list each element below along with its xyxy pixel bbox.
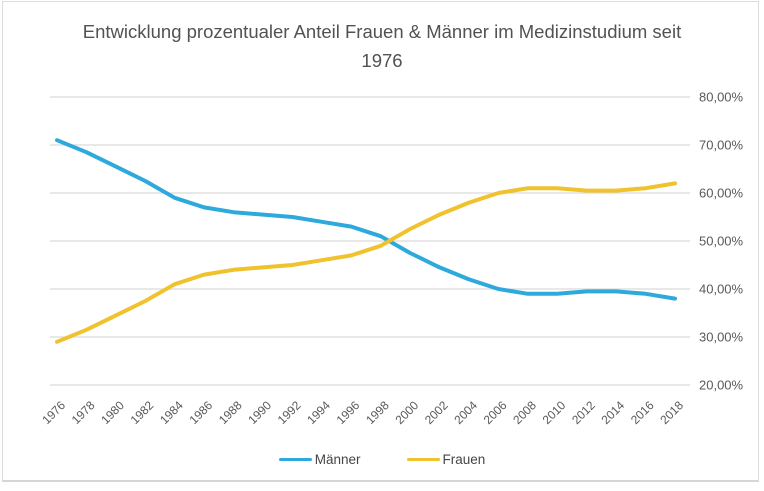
x-axis-label: 2012 xyxy=(569,398,598,427)
x-axis-label: 2000 xyxy=(392,398,421,427)
x-axis-label: 2018 xyxy=(657,398,686,427)
x-axis-label: 1984 xyxy=(157,398,186,427)
x-axis-label: 2014 xyxy=(598,398,627,427)
y-axis-label: 80,00% xyxy=(699,90,744,105)
legend-label-maenner: Männer xyxy=(314,452,361,467)
y-axis-label: 70,00% xyxy=(699,138,744,153)
x-axis-label: 2010 xyxy=(540,398,569,427)
x-axis-label: 2002 xyxy=(422,398,451,427)
x-axis-label: 1986 xyxy=(186,398,215,427)
x-axis-label: 1994 xyxy=(304,398,333,427)
legend-item-maenner: Männer xyxy=(278,452,361,467)
y-axis-label: 50,00% xyxy=(699,234,744,249)
legend-label-frauen: Frauen xyxy=(442,452,486,467)
x-axis-label: 2006 xyxy=(481,398,510,427)
y-axis-label: 40,00% xyxy=(699,282,744,297)
chart-title: Entwicklung prozentualer Anteil Frauen &… xyxy=(82,21,682,71)
x-axis-label: 1998 xyxy=(363,398,392,427)
x-axis-label: 1982 xyxy=(128,398,157,427)
legend: Männer Frauen xyxy=(0,452,764,467)
series-line-frauen xyxy=(55,181,677,344)
legend-item-frauen: Frauen xyxy=(406,452,486,467)
x-axis-label: 1978 xyxy=(69,398,98,427)
x-axis-label: 1992 xyxy=(275,398,304,427)
y-axis-label: 20,00% xyxy=(699,378,744,393)
x-axis-label: 1990 xyxy=(245,398,274,427)
x-axis-label: 2008 xyxy=(510,398,539,427)
y-axis-label: 30,00% xyxy=(699,330,744,345)
x-axis-label: 1988 xyxy=(216,398,245,427)
x-axis-label: 1980 xyxy=(98,398,127,427)
x-axis-label: 1996 xyxy=(334,398,363,427)
series-line-maenner xyxy=(55,138,677,301)
frauen-line-swatch xyxy=(406,457,440,462)
x-axis-label: 2004 xyxy=(451,398,480,427)
maenner-line-swatch xyxy=(278,457,312,462)
x-axis-label: 2016 xyxy=(628,398,657,427)
x-axis-label: 1976 xyxy=(39,398,68,427)
y-axis-label: 60,00% xyxy=(699,186,744,201)
